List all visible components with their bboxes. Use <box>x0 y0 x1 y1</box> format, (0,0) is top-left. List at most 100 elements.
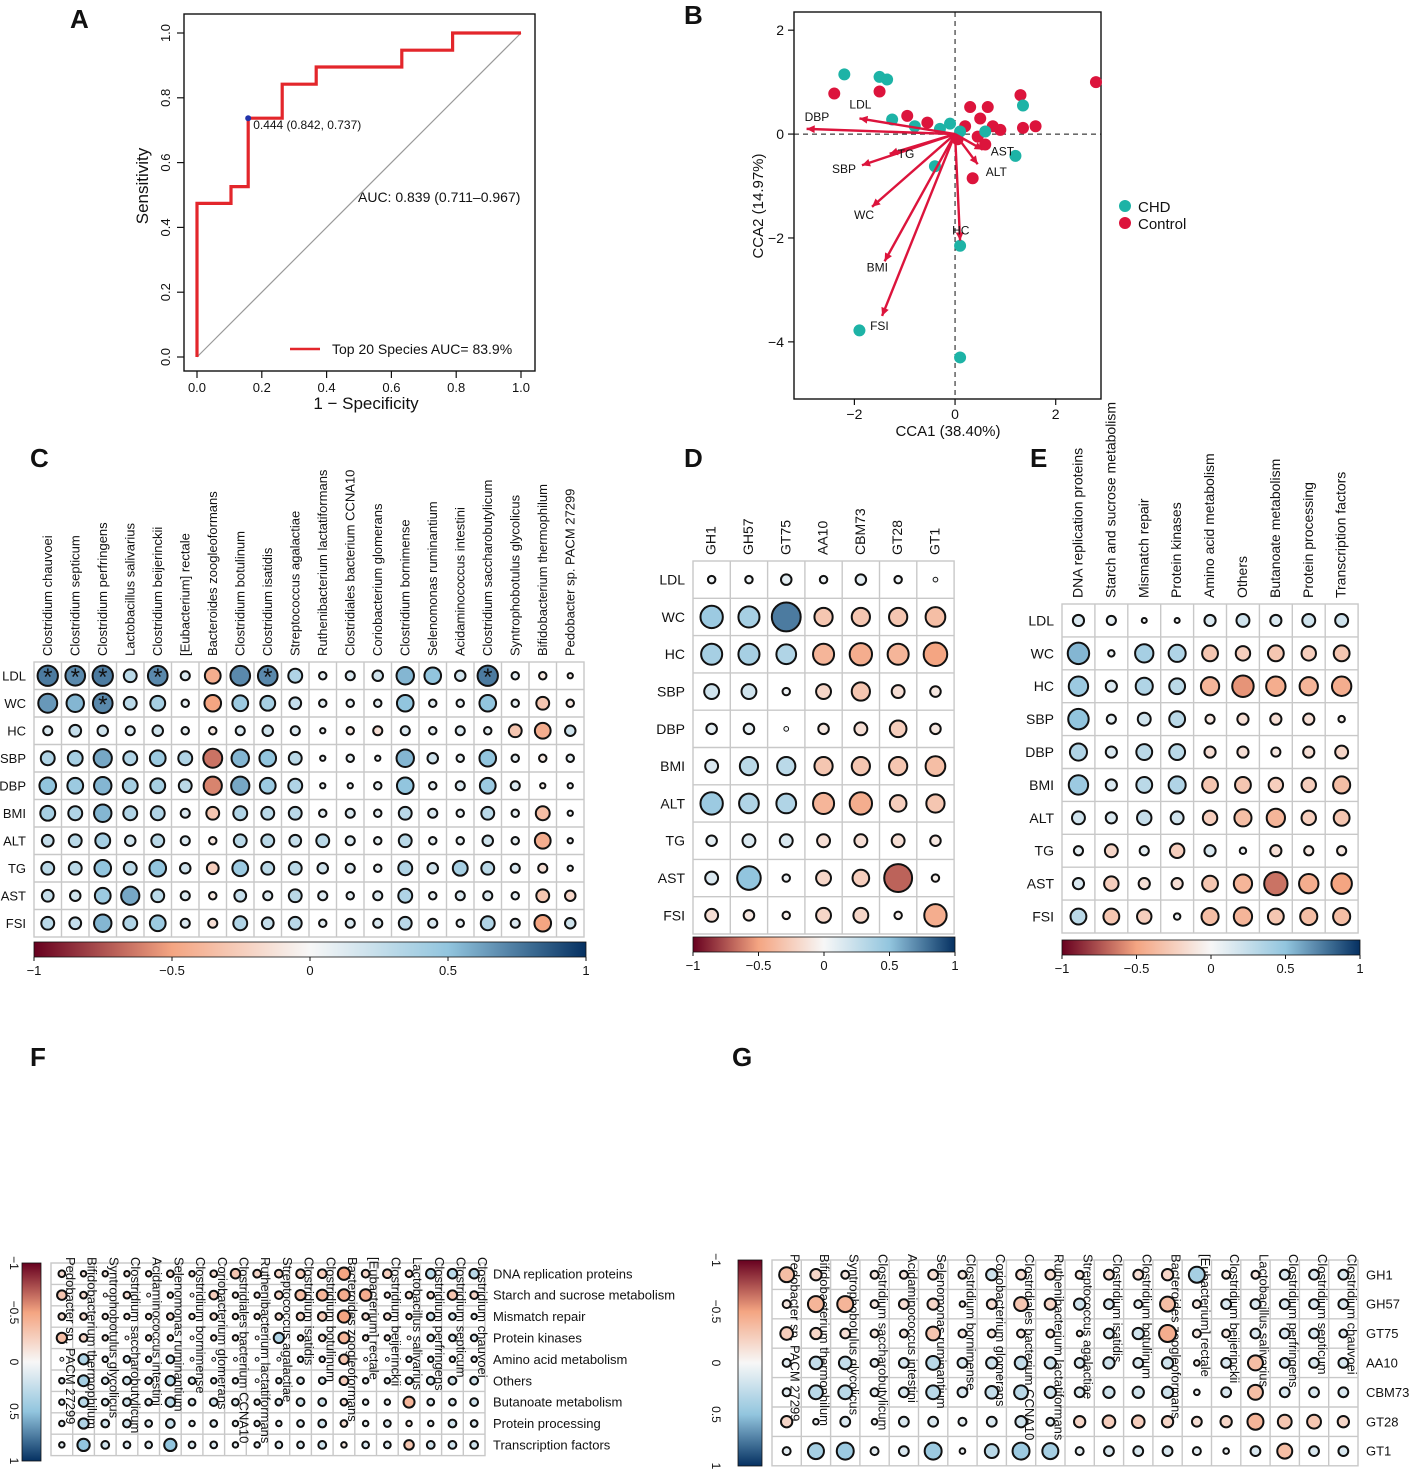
matrix-cell-circle <box>146 664 169 687</box>
matrix-cell-circle <box>77 1353 90 1366</box>
matrix-cell-circle <box>205 805 221 821</box>
matrix-cell-circle <box>404 1269 414 1279</box>
matrix-cell-circle <box>122 1375 132 1386</box>
matrix-cell-circle <box>383 1334 392 1342</box>
roc-panel: 0.0 0.2 0.4 0.6 0.8 1.0 0.0 0.2 0.4 0.6 0.8 1.0 0.… <box>133 13 536 413</box>
matrix-cell-circle <box>930 873 941 883</box>
matrix-column-label: [Eubacterium] rectale <box>367 1257 382 1380</box>
matrix-cell-circle <box>704 758 720 774</box>
matrix-cell-circle <box>770 601 802 633</box>
matrix-cell-circle <box>852 906 870 924</box>
matrix-cell-circle <box>202 747 224 769</box>
matrix-cell-circle <box>925 1354 942 1371</box>
matrix-cell-circle <box>209 1419 219 1428</box>
cca-control-point <box>901 109 914 122</box>
matrix-column-label: CBM73 <box>852 508 868 555</box>
matrix-cell-circle <box>232 915 249 932</box>
matrix-cell-circle <box>815 906 832 924</box>
matrix-cell-circle <box>700 642 724 666</box>
matrix-cell-circle <box>510 891 520 901</box>
matrix-row-label: Protein processing <box>493 1416 601 1431</box>
matrix-cell-circle <box>399 725 411 737</box>
matrix-cell-circle <box>534 805 551 822</box>
matrix-cell-circle <box>166 1334 175 1342</box>
matrix-cell-circle <box>932 576 939 583</box>
matrix-row-label: GT28 <box>1366 1414 1399 1429</box>
matrix-column-label: GH1 <box>703 526 719 555</box>
matrix-cell-circle <box>480 805 496 821</box>
cca-arrowhead-wc <box>872 198 881 207</box>
matrix-cell-circle <box>854 573 868 586</box>
matrix-cell-circle <box>1300 776 1317 794</box>
matrix-cell-circle <box>79 1312 88 1321</box>
matrix-cell-circle <box>68 916 83 931</box>
matrix-cell-circle <box>1190 1415 1203 1428</box>
matrix-cell-circle <box>337 1331 351 1345</box>
matrix-cell-circle <box>510 753 520 763</box>
matrix-cell-circle <box>346 782 354 790</box>
matrix-cell-circle <box>383 1376 392 1385</box>
matrix-cell-circle <box>538 753 548 763</box>
matrix-cell-circle <box>836 1295 855 1314</box>
colorbar-tick-label: −0.5 <box>746 958 772 973</box>
matrix-cell-circle <box>1134 643 1155 664</box>
matrix-cell-circle <box>209 1440 219 1450</box>
matrix-cell-circle <box>123 1312 131 1321</box>
matrix-cell-circle <box>317 1376 327 1386</box>
matrix-cell-circle <box>1160 1385 1175 1399</box>
matrix-row-label: HC <box>7 723 26 738</box>
matrix-cell-circle <box>1102 1385 1116 1399</box>
colorbar-tick-label: −1 <box>1055 961 1070 976</box>
matrix-cell-circle <box>360 1268 371 1279</box>
matrix-column-label: Clostridiales bacterium CCNA10 <box>1022 1254 1037 1440</box>
matrix-cell-circle <box>1199 676 1221 697</box>
matrix-cell-circle <box>179 807 191 819</box>
matrix-cell-circle <box>272 1331 285 1345</box>
matrix-cell-circle <box>39 750 56 767</box>
matrix-cell-circle <box>40 888 55 903</box>
matrix-cell-circle <box>256 664 279 687</box>
matrix-cell-circle <box>318 918 328 928</box>
matrix-cell-circle <box>262 890 274 902</box>
matrix-cell-circle <box>177 750 194 767</box>
matrix-cell-circle <box>469 1290 480 1300</box>
matrix-cell-circle <box>58 1376 66 1385</box>
colorbar-tick-label: 0.5 <box>7 1403 21 1420</box>
matrix-cell-circle <box>211 1356 217 1362</box>
matrix-cell-circle <box>1043 1356 1058 1370</box>
matrix-cell-circle <box>469 1333 479 1343</box>
panel-letter-d: D <box>684 443 703 473</box>
matrix-cell-circle <box>1337 1357 1350 1369</box>
matrix-cell-circle <box>478 748 498 768</box>
matrix-cell-circle <box>122 1354 132 1364</box>
cca-chd-point <box>838 68 851 81</box>
matrix-cell-circle <box>287 915 303 931</box>
significance-star: * <box>153 664 162 691</box>
cca-y-tick-label: −2 <box>768 230 784 246</box>
matrix-cell-circle <box>77 1374 91 1388</box>
matrix-cell-circle <box>260 833 276 849</box>
matrix-row-label: DBP <box>656 721 685 737</box>
roc-plot-frame <box>183 13 536 372</box>
cca-arrow-label-bmi: BMI <box>867 260 888 274</box>
matrix-cell-circle <box>67 860 83 876</box>
matrix-cell-circle <box>100 1376 110 1386</box>
cca-arrow-label-hc: HC <box>952 224 970 238</box>
matrix-cell-circle <box>258 748 278 768</box>
matrix-cell-circle <box>897 1445 910 1457</box>
colorbar-tick-label: 1 <box>582 963 589 978</box>
matrix-cell-circle <box>956 1357 969 1369</box>
matrix-cell-circle <box>957 1328 968 1339</box>
matrix-cell-circle <box>1159 1295 1177 1313</box>
matrix-cell-circle <box>122 668 138 684</box>
matrix-cell-circle <box>1246 1383 1264 1401</box>
matrix-cell-circle <box>144 1355 153 1364</box>
matrix-cell-circle <box>428 726 438 736</box>
matrix-column-label: Syntrophobotulus glycolicus <box>846 1254 861 1416</box>
cca-y-tick-label: −4 <box>768 334 784 350</box>
matrix-cell-circle <box>151 724 165 738</box>
matrix-cell-circle <box>150 888 166 904</box>
matrix-cell-circle <box>427 917 439 929</box>
matrix-cell-circle <box>1269 712 1283 726</box>
colorbar-tick-label: −0.5 <box>7 1301 21 1325</box>
